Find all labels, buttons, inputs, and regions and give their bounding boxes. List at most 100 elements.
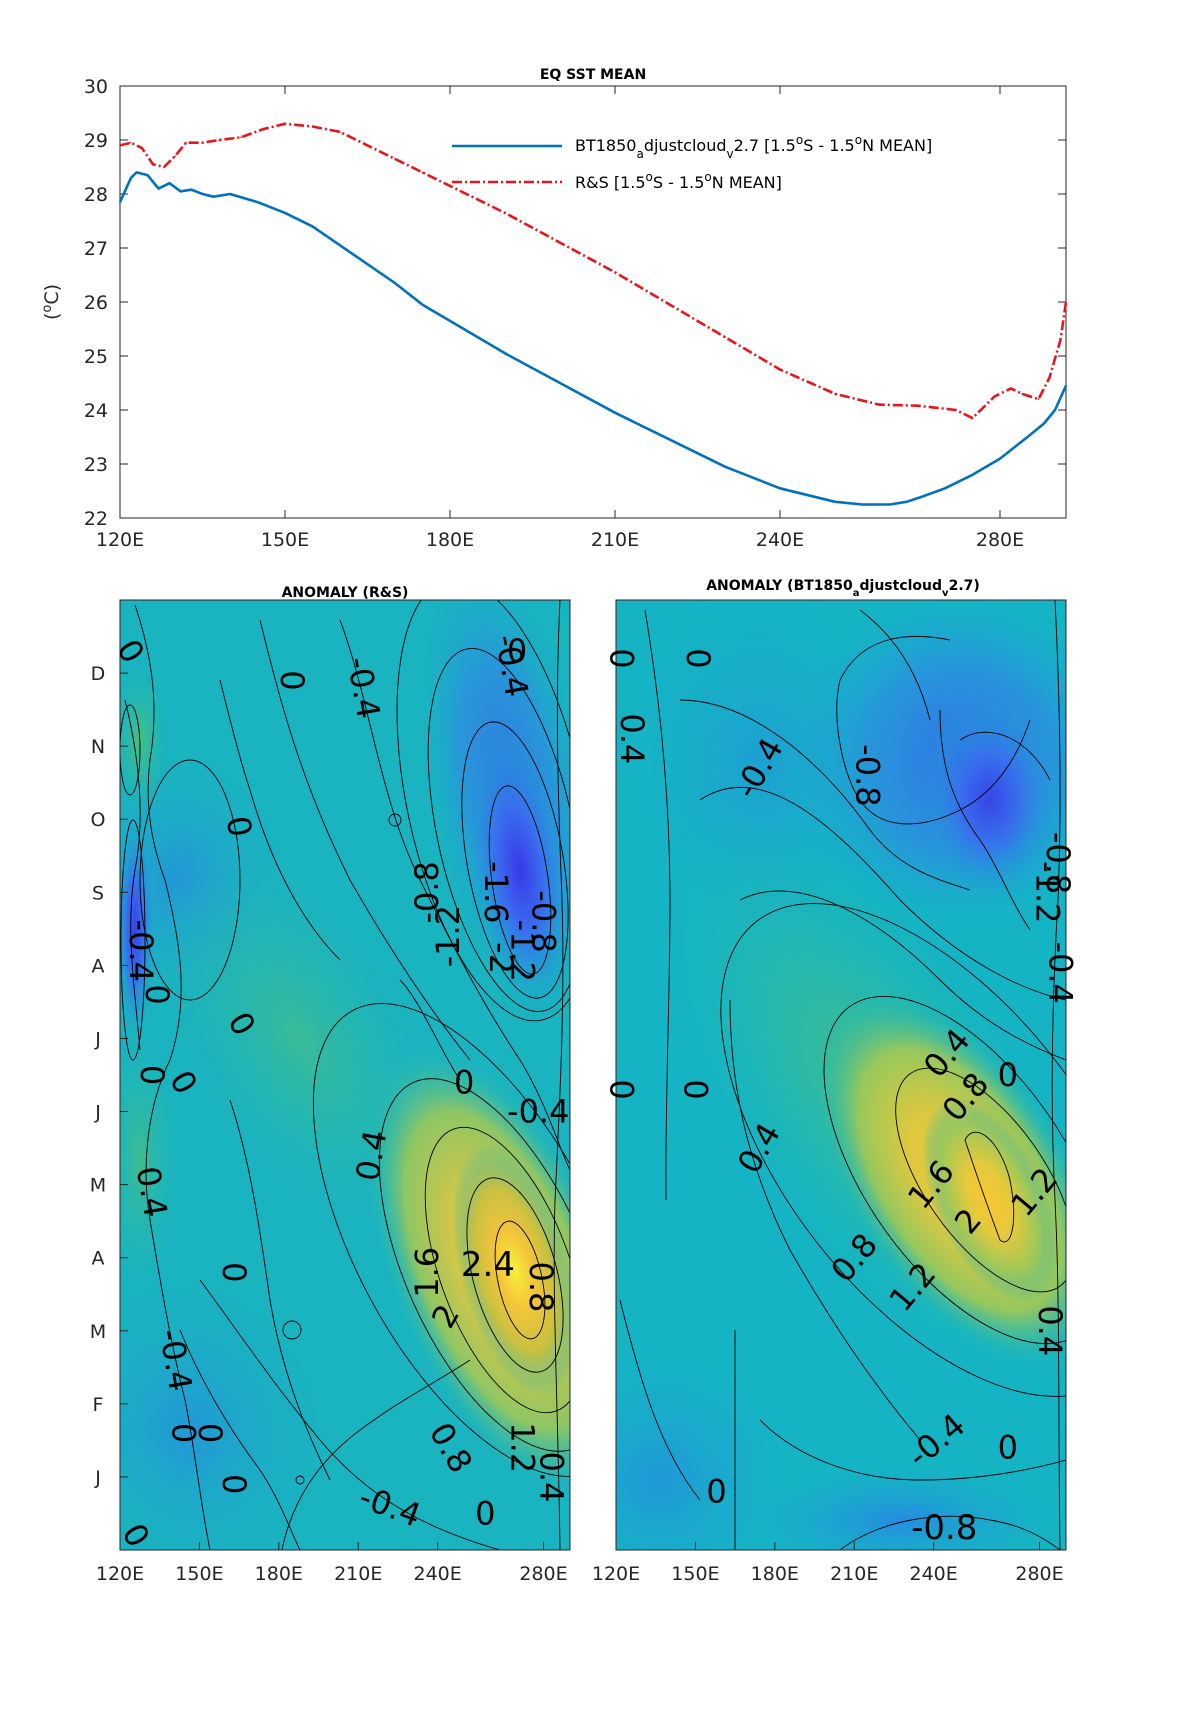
- contour-label: 0.4: [129, 1164, 175, 1221]
- data-point-1: [1065, 301, 1067, 303]
- anomaly-rs-field: [120, 600, 570, 1550]
- x-tick-label: 240E: [910, 1563, 958, 1585]
- anomaly-rs-y-ticks: J F M A M J J A S O N D: [90, 663, 128, 1489]
- y-tick-label: 22: [84, 508, 108, 530]
- series-line-0: [118, 171, 1068, 506]
- data-point-1: [311, 125, 314, 128]
- anomaly-rs-chart: ANOMALY (R&S): [90, 585, 571, 1585]
- data-point-0: [366, 263, 369, 266]
- contour-label: 0: [215, 1262, 253, 1282]
- y-tick-label: A: [92, 955, 105, 977]
- data-point-0: [905, 501, 908, 503]
- data-point-0: [971, 474, 974, 476]
- y-tick-label: 23: [84, 454, 108, 476]
- y-tick-label: J: [94, 1102, 101, 1124]
- data-point-1: [185, 141, 187, 144]
- y-tick-label: N: [91, 736, 105, 758]
- contour-label: 0: [191, 1423, 229, 1443]
- contour-label: -0.8: [1039, 832, 1077, 894]
- x-tick-label: 280E: [519, 1563, 567, 1585]
- data-point-1: [449, 185, 451, 187]
- y-tick-label: S: [92, 882, 104, 904]
- contour-label: -0.8: [408, 861, 446, 923]
- y-tick-label: 27: [84, 238, 108, 260]
- data-point-0: [157, 187, 160, 190]
- x-tick-label: 180E: [255, 1563, 303, 1585]
- anomaly-bt1850-x-ticks: 120E 150E 180E 210E 240E 280E: [592, 1542, 1064, 1585]
- data-point-1: [971, 417, 974, 419]
- x-tick-label: 120E: [96, 529, 144, 551]
- contour-label: -2: [482, 942, 520, 974]
- data-point-1: [174, 155, 176, 157]
- data-point-1: [1048, 376, 1051, 379]
- data-point-1: [834, 393, 836, 395]
- x-tick-label: 280E: [976, 529, 1024, 551]
- anomaly-bt1850-contours: [619, 600, 1066, 1550]
- contour-label: 0: [273, 670, 311, 690]
- anomaly-bt1850-field: [616, 600, 1066, 1550]
- data-point-0: [168, 182, 171, 184]
- line-chart-y-ticks: 22 23 24 25 26 27 28 29 30: [84, 76, 1066, 530]
- data-point-1: [262, 128, 264, 130]
- data-point-0: [1043, 422, 1045, 425]
- contour-label: 0: [454, 1063, 474, 1101]
- data-point-0: [779, 487, 781, 490]
- data-point-0: [119, 201, 121, 203]
- anomaly-bt1850-chart: ANOMALY (BT1850adjustcloudv2.7): [592, 578, 1080, 1585]
- y-tick-label: A: [92, 1248, 105, 1270]
- data-point-1: [559, 241, 561, 244]
- y-tick-label: 25: [84, 346, 108, 368]
- data-point-1: [1059, 339, 1062, 341]
- data-point-1: [284, 123, 286, 125]
- x-tick-label: 150E: [175, 1563, 223, 1585]
- data-point-0: [889, 503, 891, 506]
- contour-label: 0.4: [613, 713, 651, 764]
- data-point-0: [146, 174, 149, 176]
- data-point-0: [724, 465, 726, 468]
- contour-label: 0: [998, 1056, 1018, 1094]
- data-point-1: [955, 409, 957, 411]
- data-point-0: [922, 495, 924, 498]
- x-tick-label: 210E: [334, 1563, 382, 1585]
- contour-label: 0.4: [532, 1451, 570, 1502]
- contour-label: 0: [215, 1474, 253, 1494]
- data-point-1: [1021, 393, 1023, 395]
- data-point-0: [130, 177, 132, 179]
- contour-label: 0: [165, 1423, 203, 1443]
- line-chart: EQ SST MEAN 120E 150E 180E 210E 240E 280E 222…: [40, 67, 1068, 551]
- data-point-0: [256, 201, 259, 203]
- data-point-0: [559, 382, 561, 384]
- data-point-1: [218, 139, 220, 141]
- data-point-1: [724, 336, 726, 338]
- data-point-1: [130, 141, 132, 144]
- contour-label: -0.8: [911, 1508, 977, 1548]
- contour-label: -0.8: [848, 744, 886, 806]
- data-point-0: [861, 503, 864, 506]
- data-point-1: [1010, 387, 1012, 390]
- y-tick-label: J: [94, 1467, 101, 1489]
- anomaly-rs-contour-labels: 000 -0.40-0.40-0.8-1.2-1.6-2-1.2-0.8-0.40…: [109, 632, 570, 1554]
- line-chart-legend: BT1850adjustcloudv2.7 [1.5oS - 1.5oN MEA…: [452, 133, 932, 192]
- contour-label: 1.2: [503, 1422, 541, 1473]
- data-point-0: [1065, 384, 1067, 387]
- y-tick-label: 28: [84, 184, 108, 206]
- contour-label: 0: [475, 1494, 495, 1532]
- y-tick-label: D: [91, 663, 106, 685]
- data-point-0: [834, 501, 836, 503]
- data-point-0: [999, 457, 1001, 460]
- data-point-0: [669, 438, 671, 441]
- x-tick-label: 150E: [671, 1563, 719, 1585]
- data-point-0: [229, 193, 231, 195]
- data-point-0: [1054, 409, 1056, 411]
- legend-entry-bt1850: BT1850adjustcloudv2.7 [1.5oS - 1.5oN MEA…: [575, 133, 932, 161]
- x-tick-label: 210E: [830, 1563, 878, 1585]
- contour-label: 0.4: [348, 1127, 394, 1184]
- data-point-0: [614, 411, 616, 414]
- x-tick-label: 180E: [426, 529, 474, 551]
- x-tick-label: 120E: [96, 1563, 144, 1585]
- contour-label: -1.2: [1028, 861, 1066, 923]
- x-tick-label: 120E: [592, 1563, 640, 1585]
- data-point-0: [190, 188, 193, 191]
- anomaly-rs-contours: [120, 600, 570, 1550]
